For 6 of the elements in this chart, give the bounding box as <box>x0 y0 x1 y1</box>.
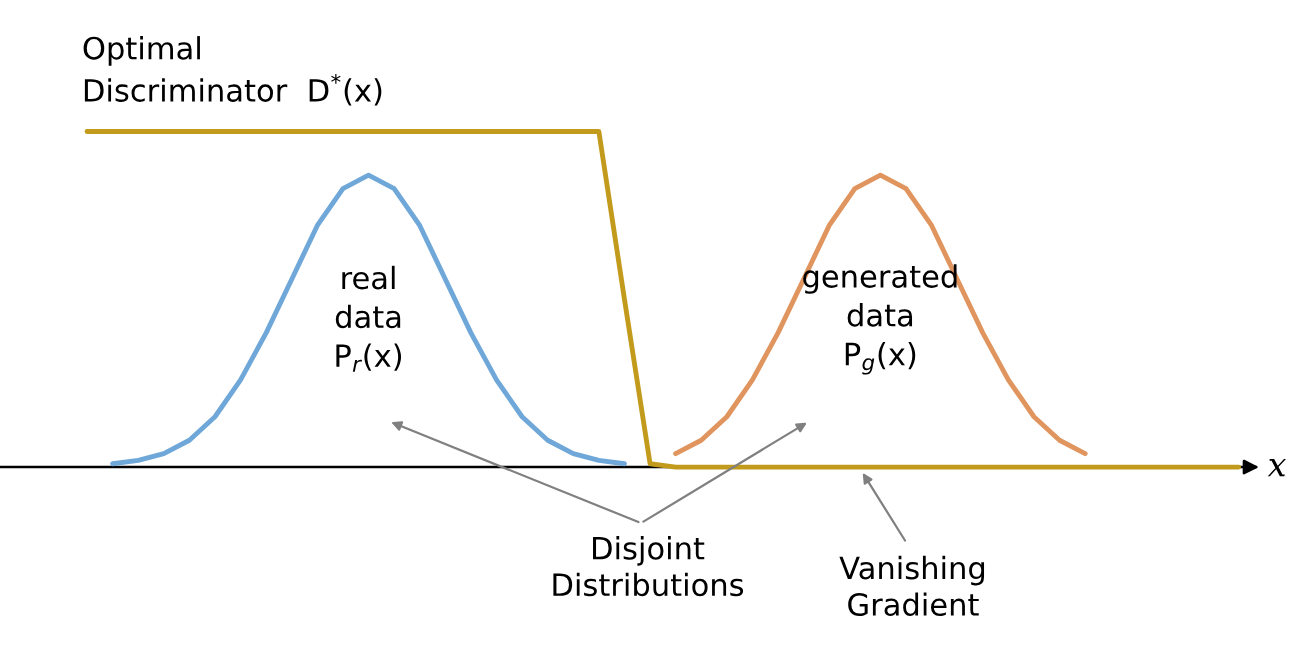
series-label: Optimal Discriminator D$^{*}$(x) <box>83 36 382 106</box>
series-label: generated data P$_{g}$(x) <box>803 264 957 375</box>
text: Vanishing Gradient <box>839 555 985 617</box>
text: Disjoint Distributions <box>553 536 744 597</box>
x-axis-title: x <box>1267 458 1286 477</box>
series-label: real data P$_{r}$(x) <box>335 265 402 372</box>
